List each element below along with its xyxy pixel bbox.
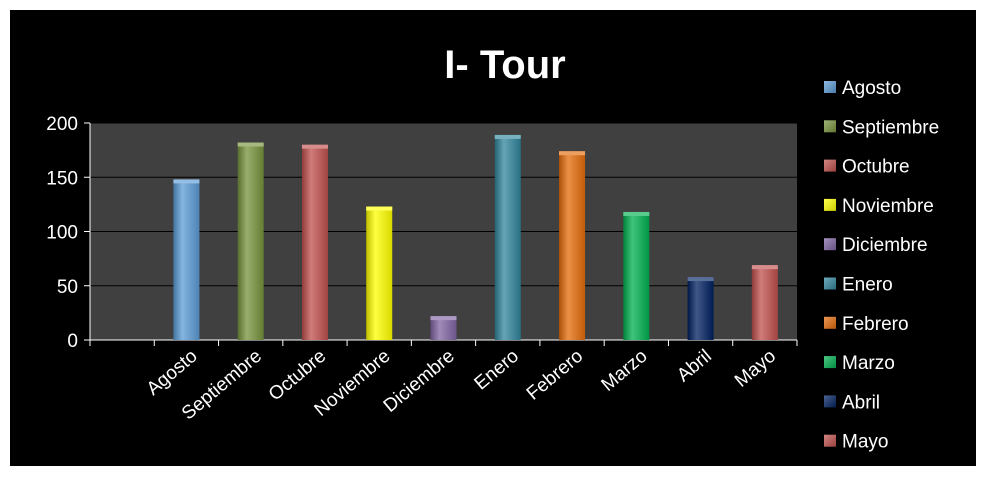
legend-label: Enero (842, 275, 893, 296)
x-tick-label: Abril (673, 346, 716, 387)
bar-septiembre (237, 142, 264, 340)
legend-swatch (824, 120, 836, 133)
legend-label: Agosto (842, 78, 901, 99)
y-tick-label: 150 (46, 168, 78, 189)
legend-label: Mayo (842, 432, 888, 453)
bar-cap (751, 265, 778, 270)
bar-cap (237, 142, 264, 147)
bar-cap (687, 277, 714, 282)
bar-diciembre (430, 316, 457, 340)
bar-mayo (751, 265, 778, 340)
legend-label: Diciembre (842, 235, 928, 256)
y-tick-label: 100 (46, 223, 78, 244)
legend-swatch (824, 238, 836, 251)
x-tick-label: Febrero (523, 346, 587, 405)
y-tick-label: 50 (57, 277, 78, 298)
x-tick-label: Marzo (598, 346, 652, 396)
bar-cap (173, 179, 200, 184)
legend-swatch (824, 159, 836, 172)
legend-label: Noviembre (842, 196, 934, 217)
legend-swatch (824, 316, 836, 329)
bar-cap (494, 134, 521, 139)
x-tick-label: Enero (471, 346, 523, 395)
legend-label: Marzo (842, 353, 895, 374)
legend: Agosto Septiembre Octubre Noviembre Diciembr… (824, 78, 939, 453)
legend-swatch (824, 198, 836, 211)
bar-cap (301, 144, 328, 149)
chart-title: I- Tour (444, 43, 565, 87)
legend-swatch (824, 395, 836, 408)
bar-cap (623, 211, 650, 216)
bar-noviembre (366, 206, 393, 340)
bar-febrero (559, 151, 586, 340)
legend-swatch (824, 81, 836, 93)
bar-cap (366, 206, 393, 211)
bar-cap (430, 316, 457, 321)
legend-label: Abril (842, 392, 880, 413)
legend-swatch (824, 277, 836, 290)
x-tick-label: Mayo (731, 346, 780, 392)
bar-abril (687, 277, 714, 340)
plot-area: 050100150200AgostoSeptiembreOctubreNovie… (46, 114, 798, 424)
x-tick-label: Agosto (143, 346, 202, 400)
legend-label: Septiembre (842, 117, 939, 138)
bar-octubre (301, 144, 328, 340)
y-tick-label: 200 (46, 114, 78, 135)
legend-swatch (824, 434, 836, 447)
bar-enero (494, 134, 521, 340)
legend-label: Octubre (842, 157, 910, 178)
legend-label: Febrero (842, 314, 909, 335)
legend-swatch (824, 356, 836, 369)
bar-agosto (173, 179, 200, 340)
y-tick-label: 0 (67, 331, 78, 352)
bar-marzo (623, 211, 650, 340)
x-tick-label: Diciembre (380, 346, 459, 417)
bar-cap (559, 151, 586, 156)
